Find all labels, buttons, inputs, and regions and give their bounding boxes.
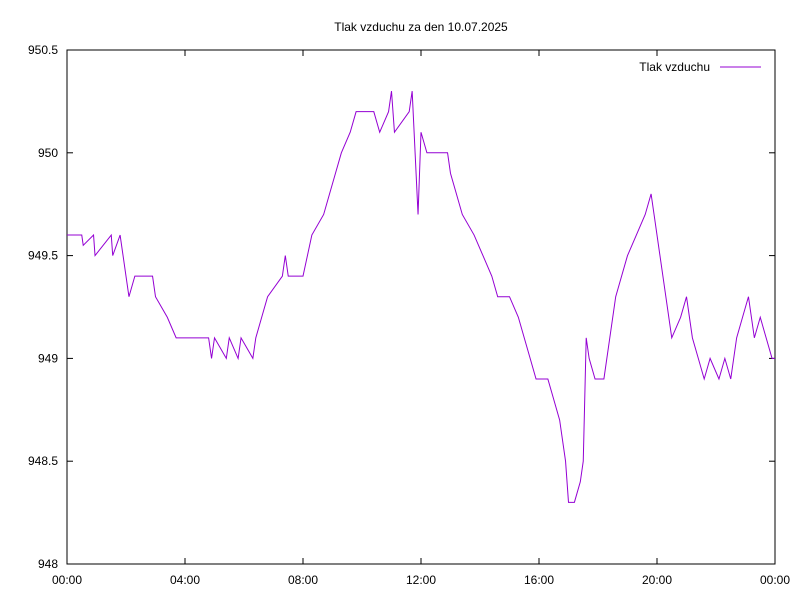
legend-label: Tlak vzduchu	[639, 60, 710, 74]
y-tick-label: 948	[38, 557, 58, 571]
y-tick-label: 949	[38, 351, 58, 365]
x-tick-label: 08:00	[288, 573, 318, 587]
x-tick-label: 16:00	[524, 573, 554, 587]
x-tick-label: 20:00	[642, 573, 672, 587]
x-tick-label: 04:00	[170, 573, 200, 587]
x-tick-label: 00:00	[52, 573, 82, 587]
x-tick-label: 12:00	[406, 573, 436, 587]
y-tick-label: 950.5	[28, 43, 58, 57]
chart-title: Tlak vzduchu za den 10.07.2025	[334, 20, 508, 34]
y-tick-label: 949.5	[28, 249, 58, 263]
plot-frame	[66, 49, 776, 565]
data-line	[67, 91, 775, 503]
x-tick-label: 00:00	[760, 573, 790, 587]
y-tick-label: 948.5	[28, 454, 58, 468]
y-tick-label: 950	[38, 146, 58, 160]
